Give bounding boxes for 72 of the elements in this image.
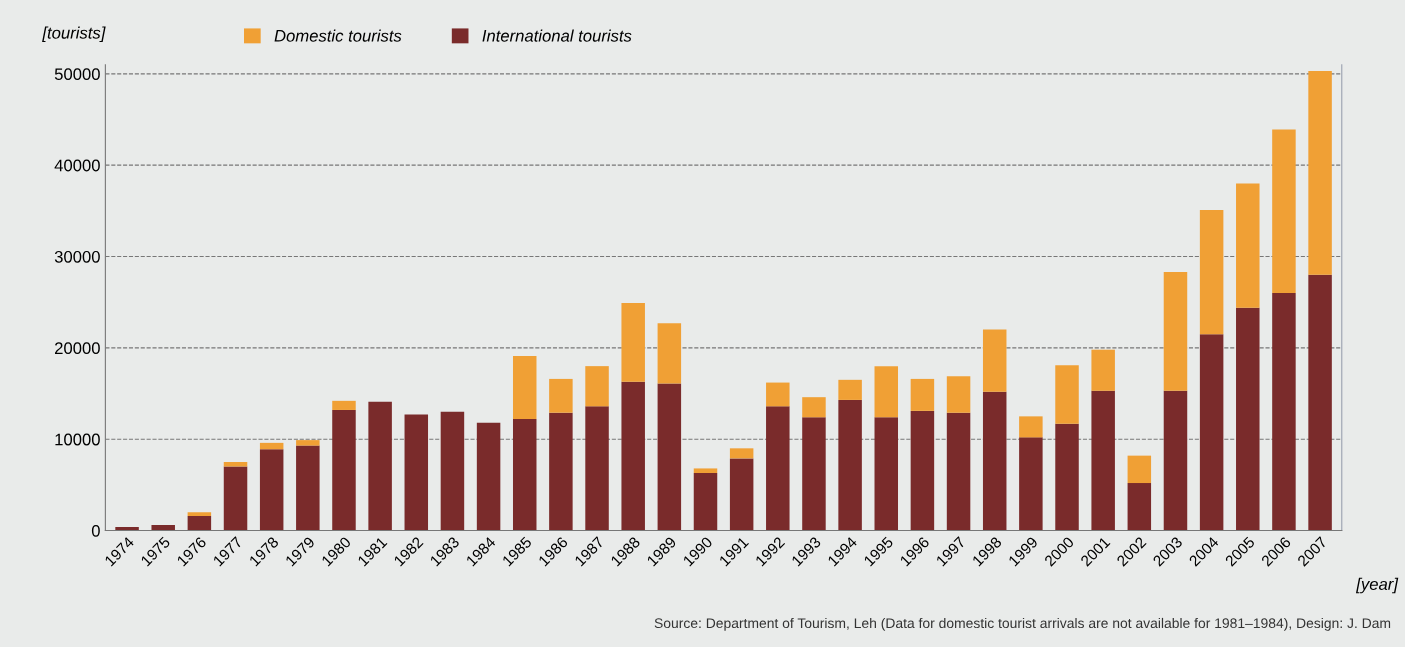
y-tick-label: 30000 [54,250,100,263]
x-axis-title: [year] [1355,577,1399,594]
bar [1091,390,1115,531]
bar [1055,365,1079,424]
legend-label: Domestic tourists [274,29,402,42]
bar [1127,483,1152,531]
bar [874,366,899,418]
bar [946,412,971,531]
source-note: Source: Department of Tourism, Leh (Data for domestic tourist arrivals are not available for 1981–1984), Design: J. Dam [654,617,1391,631]
bar [766,382,790,407]
bar [1019,437,1043,531]
bar [332,409,356,531]
bar [296,445,320,531]
bar [259,449,284,531]
bar [729,458,754,531]
bar [1308,274,1332,531]
bar [910,378,935,411]
bar [223,462,248,467]
bar [946,376,971,413]
bar [1308,71,1332,275]
bar [404,414,429,531]
bar [187,515,212,531]
bar [151,525,175,531]
legend-label: International tourists [482,29,632,42]
bar [838,379,862,400]
bar [657,323,682,384]
y-tick-label: 40000 [54,159,100,172]
bar [1272,293,1296,531]
bar [440,411,465,531]
bar [1236,307,1260,531]
bar [693,468,718,473]
bar [1163,272,1188,391]
bar [1019,416,1043,438]
bar [621,303,645,382]
bar [332,400,356,410]
bar [476,422,501,531]
bar [549,378,573,413]
bar [1163,390,1188,531]
bar [223,466,248,531]
bar [1199,334,1224,531]
bar [187,512,212,516]
bar [766,406,790,531]
bar [1055,423,1079,531]
bar [259,442,284,450]
y-tick-label: 0 [91,524,100,537]
bar [296,440,320,446]
bar [802,397,826,418]
bar [982,329,1007,392]
bar [874,417,899,531]
bar [1091,349,1115,391]
y-tick-label: 10000 [55,433,100,446]
bar [512,419,537,531]
bar [1127,455,1152,484]
bar [729,448,754,459]
y-tick-label: 20000 [55,342,100,355]
bar [838,399,862,531]
bar [1199,209,1224,335]
bar [585,406,609,531]
bar [802,417,826,531]
bar [585,366,609,407]
bar [368,401,392,531]
bar [910,410,935,531]
bar [1272,129,1296,294]
bar [1236,183,1260,308]
bar [657,383,682,531]
bar [549,412,573,531]
bar [512,356,537,420]
bar [621,381,645,531]
bar [693,473,718,531]
y-axis-title: [tourists] [42,26,106,43]
bar [982,391,1007,531]
y-tick-label: 50000 [54,68,100,81]
